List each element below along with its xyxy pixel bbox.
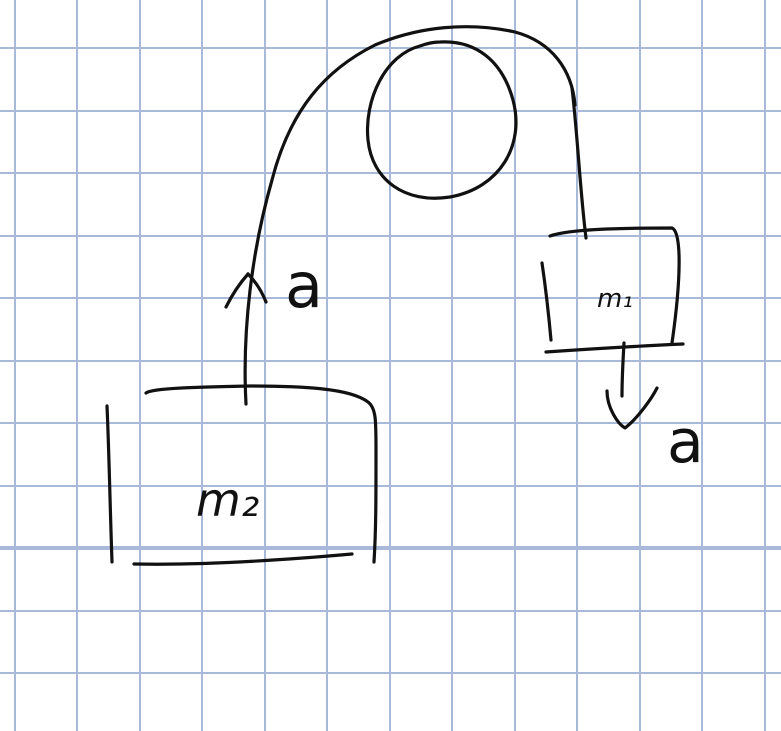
accel-arrow-right — [605, 341, 659, 430]
mass-block-left — [105, 384, 378, 566]
mass-label-right: m₁ — [597, 284, 633, 314]
mass-block-right — [540, 226, 685, 354]
rope-right-segment — [570, 86, 588, 240]
accel-label-left: a — [285, 249, 323, 322]
mass-label-left: m₂ — [196, 473, 259, 527]
accel-arrow-left — [224, 272, 268, 309]
pulley-circle — [365, 40, 518, 200]
accel-label-right: a — [667, 407, 704, 477]
rope — [243, 25, 577, 406]
